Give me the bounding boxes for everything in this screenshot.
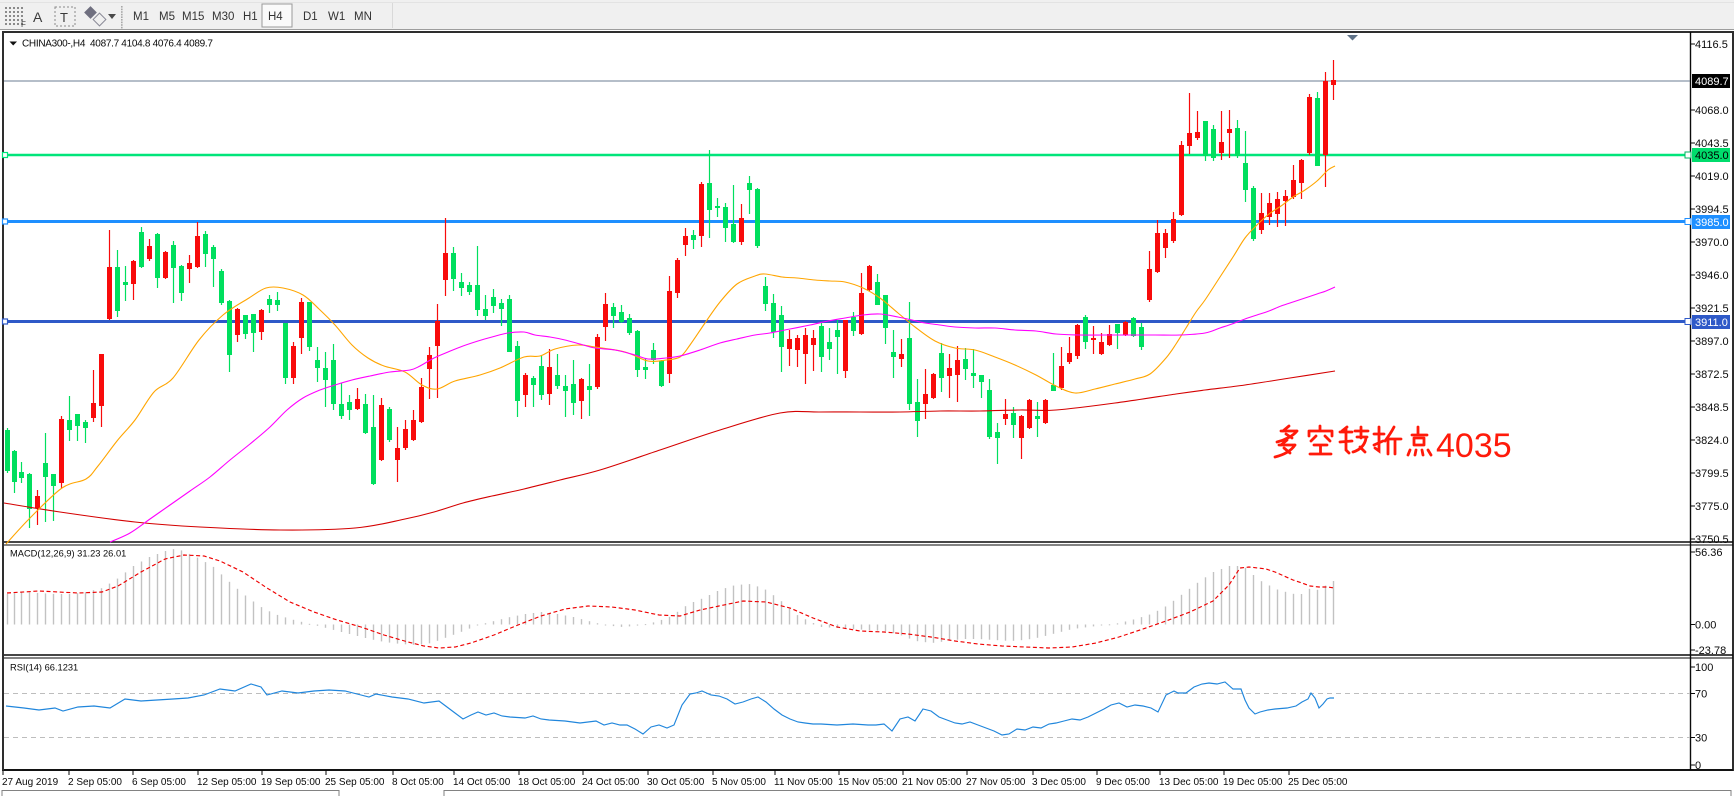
svg-text:A: A xyxy=(33,9,43,25)
svg-text:3872.5: 3872.5 xyxy=(1695,369,1729,381)
svg-text:W1: W1 xyxy=(328,11,345,23)
svg-text:4116.5: 4116.5 xyxy=(1695,39,1728,51)
svg-text:18 Oct 05:00: 18 Oct 05:00 xyxy=(518,777,576,788)
svg-text:25 Sep 05:00: 25 Sep 05:00 xyxy=(325,777,385,788)
svg-text:21 Nov 05:00: 21 Nov 05:00 xyxy=(902,777,962,788)
svg-text:11 Nov 05:00: 11 Nov 05:00 xyxy=(774,777,833,788)
svg-text:3799.5: 3799.5 xyxy=(1695,468,1729,480)
svg-text:CHINA300-,H4 4087.7 4104.8 40: CHINA300-,H4 4087.7 4104.8 4076.4 4089.7 xyxy=(22,39,213,50)
svg-text:27 Aug 2019: 27 Aug 2019 xyxy=(2,777,59,788)
svg-text:0.00: 0.00 xyxy=(1695,620,1716,632)
svg-text:30: 30 xyxy=(1695,733,1707,745)
svg-text:27 Nov 05:00: 27 Nov 05:00 xyxy=(966,777,1026,788)
svg-text:RSI(14) 66.1231: RSI(14) 66.1231 xyxy=(10,663,78,673)
svg-text:4035.0: 4035.0 xyxy=(1695,150,1729,162)
svg-text:-23.78: -23.78 xyxy=(1695,645,1726,657)
svg-text:4043.5: 4043.5 xyxy=(1695,138,1729,150)
svg-text:3848.5: 3848.5 xyxy=(1695,402,1729,414)
svg-text:F: F xyxy=(21,20,26,29)
svg-text:3946.0: 3946.0 xyxy=(1695,270,1729,282)
svg-text:3775.0: 3775.0 xyxy=(1695,501,1729,513)
svg-text:D1: D1 xyxy=(303,11,318,23)
svg-text:2 Sep 05:00: 2 Sep 05:00 xyxy=(68,777,122,788)
svg-text:3750.5: 3750.5 xyxy=(1695,534,1729,546)
svg-text:M1: M1 xyxy=(133,11,149,23)
svg-text:6 Sep 05:00: 6 Sep 05:00 xyxy=(132,777,186,788)
svg-text:3897.0: 3897.0 xyxy=(1695,336,1729,348)
svg-text:3824.0: 3824.0 xyxy=(1695,435,1729,447)
svg-text:M30: M30 xyxy=(212,11,234,23)
svg-text:13 Dec 05:00: 13 Dec 05:00 xyxy=(1159,777,1219,788)
svg-text:70: 70 xyxy=(1695,689,1707,701)
svg-text:5 Nov 05:00: 5 Nov 05:00 xyxy=(712,777,766,788)
svg-text:H4: H4 xyxy=(268,11,283,23)
svg-text:24 Oct 05:00: 24 Oct 05:00 xyxy=(582,777,640,788)
svg-text:30 Oct 05:00: 30 Oct 05:00 xyxy=(647,777,705,788)
svg-text:12 Sep 05:00: 12 Sep 05:00 xyxy=(197,777,257,788)
svg-text:3921.5: 3921.5 xyxy=(1695,303,1729,315)
svg-text:4019.0: 4019.0 xyxy=(1695,171,1729,183)
svg-text:19 Sep 05:00: 19 Sep 05:00 xyxy=(261,777,321,788)
svg-text:100: 100 xyxy=(1695,662,1713,674)
svg-text:4035: 4035 xyxy=(1436,427,1512,465)
svg-text:3 Dec 05:00: 3 Dec 05:00 xyxy=(1032,777,1086,788)
svg-text:3985.0: 3985.0 xyxy=(1695,217,1729,229)
svg-text:4068.0: 4068.0 xyxy=(1695,105,1729,117)
svg-text:8 Oct 05:00: 8 Oct 05:00 xyxy=(392,777,444,788)
svg-text:3970.0: 3970.0 xyxy=(1695,237,1729,249)
svg-text:14 Oct 05:00: 14 Oct 05:00 xyxy=(453,777,511,788)
svg-text:0: 0 xyxy=(1695,760,1701,772)
svg-text:H1: H1 xyxy=(243,11,258,23)
svg-text:9 Dec 05:00: 9 Dec 05:00 xyxy=(1096,777,1150,788)
svg-text:25 Dec 05:00: 25 Dec 05:00 xyxy=(1288,777,1348,788)
svg-text:56.36: 56.36 xyxy=(1695,547,1723,559)
svg-text:3911.0: 3911.0 xyxy=(1695,317,1728,329)
svg-text:4089.7: 4089.7 xyxy=(1695,76,1729,88)
svg-text:3994.5: 3994.5 xyxy=(1695,204,1729,216)
svg-text:MN: MN xyxy=(354,11,372,23)
svg-text:19 Dec 05:00: 19 Dec 05:00 xyxy=(1223,777,1283,788)
svg-text:M5: M5 xyxy=(159,11,175,23)
svg-text:T: T xyxy=(60,10,68,25)
svg-text:M15: M15 xyxy=(182,11,204,23)
svg-text:15 Nov 05:00: 15 Nov 05:00 xyxy=(838,777,898,788)
svg-text:MACD(12,26,9) 31.23 26.01: MACD(12,26,9) 31.23 26.01 xyxy=(10,549,126,559)
